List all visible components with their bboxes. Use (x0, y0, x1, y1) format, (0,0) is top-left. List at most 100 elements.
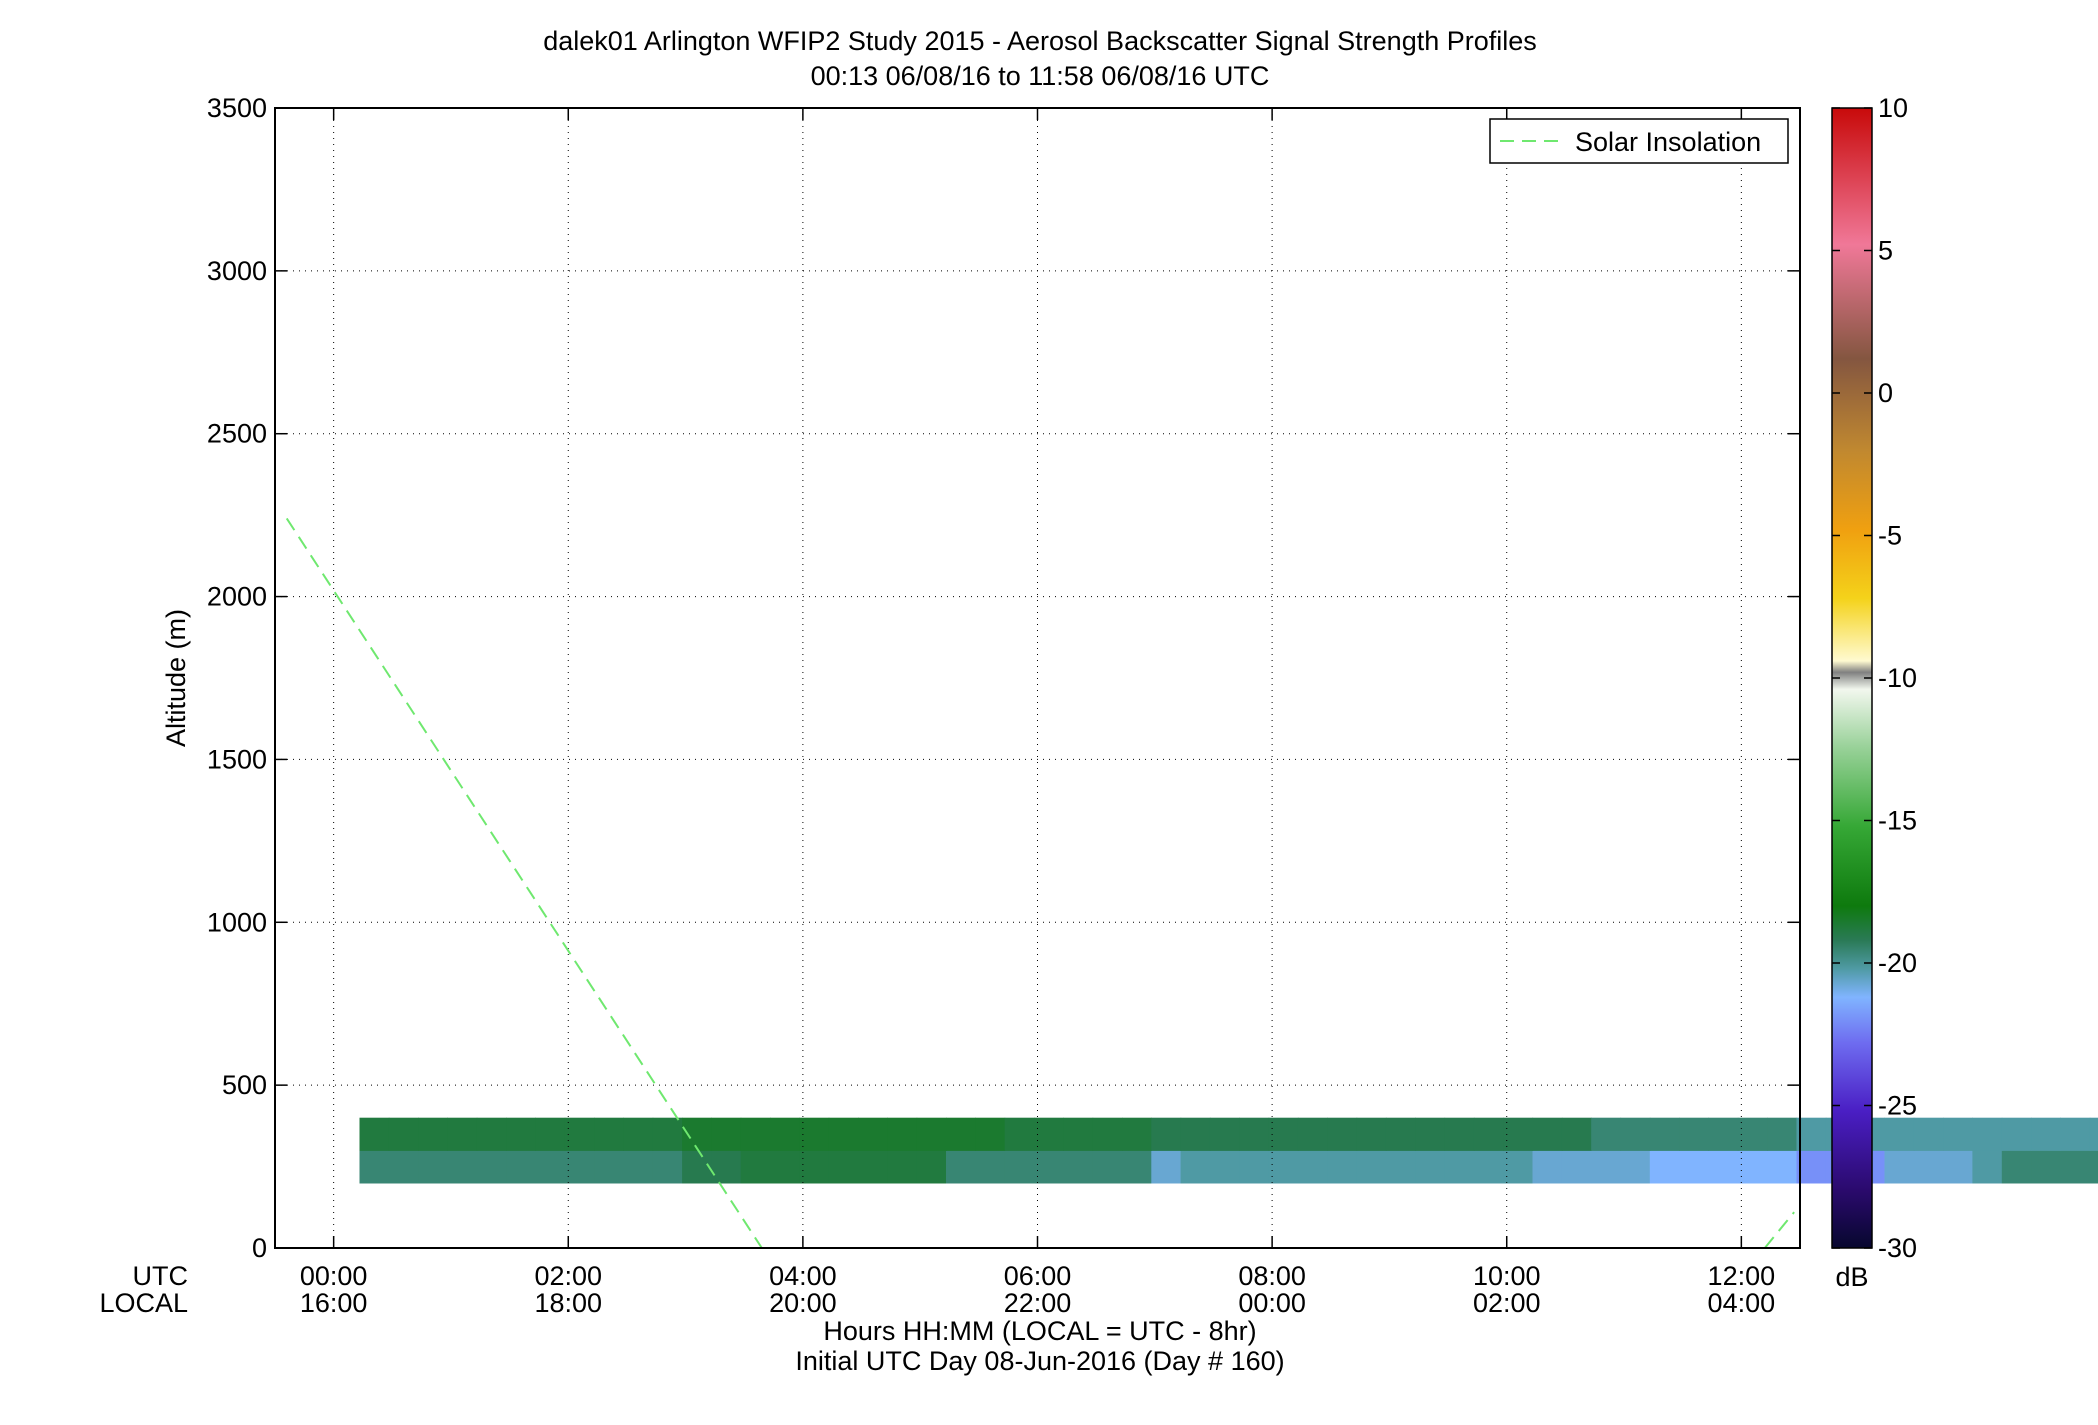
heatmap-cell (858, 1150, 888, 1184)
heatmap-cell (1444, 1150, 1475, 1184)
x-tick-label-utc: 12:00 (1708, 1261, 1776, 1291)
heatmap-cell (564, 1150, 595, 1184)
heatmap-cell (1444, 1117, 1475, 1151)
heatmap-cell (447, 1117, 478, 1151)
heatmap-cell (1649, 1150, 1680, 1184)
x-axis-label-2: Initial UTC Day 08-Jun-2016 (Day # 160) (795, 1346, 1284, 1376)
heatmap-cell (682, 1150, 712, 1184)
heatmap-cell (770, 1150, 800, 1184)
x-tick-label-local: 04:00 (1708, 1288, 1776, 1318)
heatmap-cell (1679, 1117, 1710, 1151)
heatmap-cell (1503, 1117, 1534, 1151)
heatmap-cell (1620, 1150, 1651, 1184)
colorbar-tick-label: -25 (1878, 1091, 1917, 1121)
y-tick-label: 0 (252, 1233, 267, 1263)
heatmap-cell (1122, 1150, 1152, 1184)
heatmap-cell (1767, 1150, 1798, 1184)
heatmap-cell (2001, 1117, 2032, 1151)
heatmap-cell (418, 1117, 448, 1151)
heatmap-cell (916, 1117, 947, 1151)
heatmap-cell (652, 1117, 683, 1151)
heatmap-cell (682, 1117, 712, 1151)
heatmap-cells (359, 1117, 2098, 1184)
y-axis-label: Altitude (m) (161, 609, 191, 747)
colorbar-tick-label: -30 (1878, 1233, 1917, 1263)
heatmap-cell (1796, 1117, 1827, 1151)
heatmap-cell (1649, 1117, 1680, 1151)
heatmap-cell (1473, 1117, 1504, 1151)
colorbar-tick-label: 10 (1878, 93, 1908, 123)
x-tick-label-local: 22:00 (1004, 1288, 1072, 1318)
chart-title-line1: dalek01 Arlington WFIP2 Study 2015 - Aer… (543, 26, 1537, 56)
x-tick-label-local: 00:00 (1238, 1288, 1306, 1318)
solar-insolation-segment (285, 517, 763, 1249)
legend-label-solar: Solar Insolation (1575, 127, 1761, 157)
heatmap-cell (828, 1117, 859, 1151)
heatmap-cell (2089, 1117, 2098, 1151)
heatmap-cell (946, 1117, 976, 1151)
heatmap-cell (1356, 1150, 1387, 1184)
heatmap-cell (1297, 1117, 1328, 1151)
heatmap-cell (770, 1117, 800, 1151)
heatmap-cell (359, 1117, 390, 1151)
heatmap-cell (359, 1150, 390, 1184)
legend-box (1489, 118, 1789, 164)
heatmap-cell (858, 1117, 888, 1151)
heatmap-cell (799, 1117, 830, 1151)
x-tick-label-local: 20:00 (769, 1288, 837, 1318)
heatmap-cell (2060, 1117, 2091, 1151)
heatmap-cell (1561, 1150, 1592, 1184)
heatmap-cell (1415, 1117, 1446, 1151)
heatmap-cell (1708, 1117, 1739, 1151)
colorbar-tick-label: -10 (1878, 663, 1917, 693)
heatmap-cell (740, 1117, 771, 1151)
heatmap-cell (1004, 1150, 1035, 1184)
heatmap-cell (1239, 1150, 1270, 1184)
x-tick-label-utc: 04:00 (769, 1261, 837, 1291)
heatmap-cell (1532, 1150, 1563, 1184)
heatmap-cell (1972, 1150, 2003, 1184)
heatmap-cell (1034, 1117, 1064, 1151)
heatmap-cell (476, 1150, 507, 1184)
heatmap-cell (1503, 1150, 1534, 1184)
heatmap-cell (740, 1150, 771, 1184)
heatmap-cell (1679, 1150, 1710, 1184)
colorbar-tick-label: -5 (1878, 521, 1902, 551)
solar-insolation-line (285, 517, 1795, 1249)
heatmap-cell (2031, 1117, 2061, 1151)
heatmap-cell (1591, 1117, 1622, 1151)
heatmap-cell (1327, 1150, 1358, 1184)
y-tick-label: 2500 (207, 419, 267, 449)
colorbar-tick-label: -15 (1878, 806, 1917, 836)
heatmap-cell (1268, 1117, 1299, 1151)
heatmap-cell (623, 1117, 654, 1151)
x-tick-label-utc: 10:00 (1473, 1261, 1541, 1291)
y-tick-label: 2000 (207, 582, 267, 612)
y-tick-label: 3500 (207, 93, 267, 123)
heatmap-cell (1180, 1117, 1211, 1151)
x-axis-ticks: 00:0016:0002:0018:0004:0020:0006:0022:00… (300, 108, 1775, 1318)
heatmap-cell (975, 1117, 1006, 1151)
y-tick-label: 500 (222, 1070, 267, 1100)
heatmap-cell (1385, 1117, 1416, 1151)
heatmap-cell (946, 1150, 976, 1184)
x-row-label-utc: UTC (133, 1261, 189, 1291)
heatmap-cell (535, 1150, 566, 1184)
heatmap-cell (1913, 1117, 1944, 1151)
heatmap-cell (652, 1150, 683, 1184)
heatmap-cell (1209, 1150, 1240, 1184)
heatmap-cell (2060, 1150, 2091, 1184)
y-tick-label: 1500 (207, 744, 267, 774)
heatmap-cell (1913, 1150, 1944, 1184)
heatmap-cell (1004, 1117, 1035, 1151)
heatmap-cell (1239, 1117, 1270, 1151)
y-axis-ticks: 0 500 1000 1500 2000 2500 3000 3500 (207, 93, 1800, 1263)
heatmap-cell (887, 1150, 918, 1184)
heatmap-cell (1532, 1117, 1563, 1151)
chart-title-line2: 00:13 06/08/16 to 11:58 06/08/16 UTC (811, 61, 1270, 91)
heatmap-cell (887, 1117, 918, 1151)
heatmap-cell (1737, 1117, 1768, 1151)
y-tick-label: 1000 (207, 907, 267, 937)
heatmap-cell (418, 1150, 448, 1184)
heatmap-cell (1268, 1150, 1299, 1184)
